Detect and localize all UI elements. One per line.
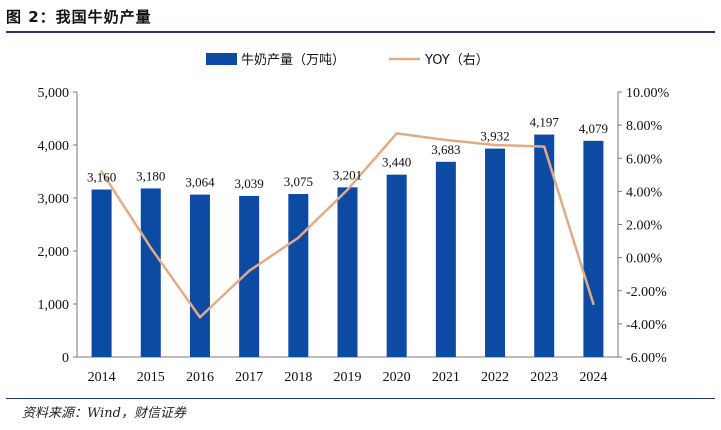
right-tick-label: -6.00% <box>626 351 667 366</box>
bar-data-label: 3,039 <box>235 176 264 191</box>
yoy-point <box>149 246 152 249</box>
legend-bar-swatch <box>206 53 237 65</box>
yoy-point <box>543 145 546 148</box>
left-tick-label: 5,000 <box>38 86 70 101</box>
legend-line-label: YOY（右） <box>424 53 489 68</box>
x-tick-label: 2019 <box>334 370 362 385</box>
right-tick-label: -2.00% <box>626 285 667 300</box>
bar-data-label: 4,079 <box>579 121 608 136</box>
bar-data-label: 3,180 <box>136 168 165 183</box>
bar-data-label: 3,201 <box>333 167 362 182</box>
x-tick-label: 2022 <box>481 370 509 385</box>
bar-data-label: 3,064 <box>185 175 215 190</box>
legend: 牛奶产量（万吨） YOY（右） <box>206 53 489 68</box>
left-tick-label: 0 <box>62 351 69 366</box>
yoy-point <box>395 132 398 135</box>
x-tick-label: 2015 <box>137 370 165 385</box>
bar-series <box>91 134 604 357</box>
top-rule <box>6 31 715 33</box>
left-tick-label: 3,000 <box>38 192 70 207</box>
bar <box>583 140 604 357</box>
source-note: 资料来源：Wind，财信证券 <box>22 406 186 421</box>
bar-data-label: 3,440 <box>382 155 411 170</box>
bar <box>386 174 407 357</box>
bar <box>239 195 260 357</box>
left-tick-label: 1,000 <box>38 298 70 313</box>
x-tick-label: 2020 <box>383 370 411 385</box>
x-tick-label: 2017 <box>235 370 263 385</box>
right-tick-label: 6.00% <box>626 152 663 167</box>
right-tick-label: 4.00% <box>626 185 663 200</box>
bar <box>189 194 210 357</box>
x-tick-label: 2014 <box>88 370 116 385</box>
bar <box>534 134 555 357</box>
right-tick-label: 8.00% <box>626 119 663 134</box>
bar-data-label: 4,197 <box>530 115 560 130</box>
yoy-point <box>100 170 103 173</box>
right-tick-label: 0.00% <box>626 252 663 267</box>
x-tick-label: 2016 <box>186 370 214 385</box>
bar-data-label: 3,075 <box>284 174 313 189</box>
left-tick-label: 2,000 <box>38 245 70 260</box>
bar-data-label: 3,932 <box>480 129 509 144</box>
yoy-point <box>592 302 595 306</box>
bar <box>485 148 506 357</box>
x-tick-label: 2021 <box>432 370 460 385</box>
chart-axes: 0 1,000 2,000 3,000 4,000 5,000 -6.00% -4.00% -2… <box>38 86 670 385</box>
x-tick-label: 2018 <box>284 370 312 385</box>
bar <box>91 189 112 357</box>
yoy-point <box>198 316 202 319</box>
left-tick-label: 4,000 <box>38 139 70 154</box>
yoy-point <box>247 269 251 273</box>
yoy-point <box>444 138 448 142</box>
x-tick-label: 2023 <box>530 370 558 385</box>
figure-title: 图 2：我国牛奶产量 <box>6 8 152 26</box>
bar-data-label: 3,683 <box>431 142 460 157</box>
bar-data-label: 3,160 <box>87 170 116 185</box>
legend-bar-label: 牛奶产量（万吨） <box>241 53 345 68</box>
bar <box>435 161 456 357</box>
yoy-line-series <box>100 132 595 319</box>
data-labels: 3,160 3,180 3,064 3,039 3,075 3,201 3,440 3,683… <box>87 115 608 191</box>
yoy-point <box>346 188 349 191</box>
yoy-point <box>493 143 497 147</box>
right-tick-label: -4.00% <box>626 318 667 333</box>
right-tick-label: 2.00% <box>626 219 663 234</box>
bar <box>337 187 358 357</box>
bar <box>288 194 309 357</box>
bar <box>140 188 161 357</box>
x-tick-label: 2024 <box>579 370 607 385</box>
right-tick-label: 10.00% <box>626 86 670 101</box>
yoy-point <box>297 236 300 239</box>
bottom-rule <box>6 398 715 399</box>
